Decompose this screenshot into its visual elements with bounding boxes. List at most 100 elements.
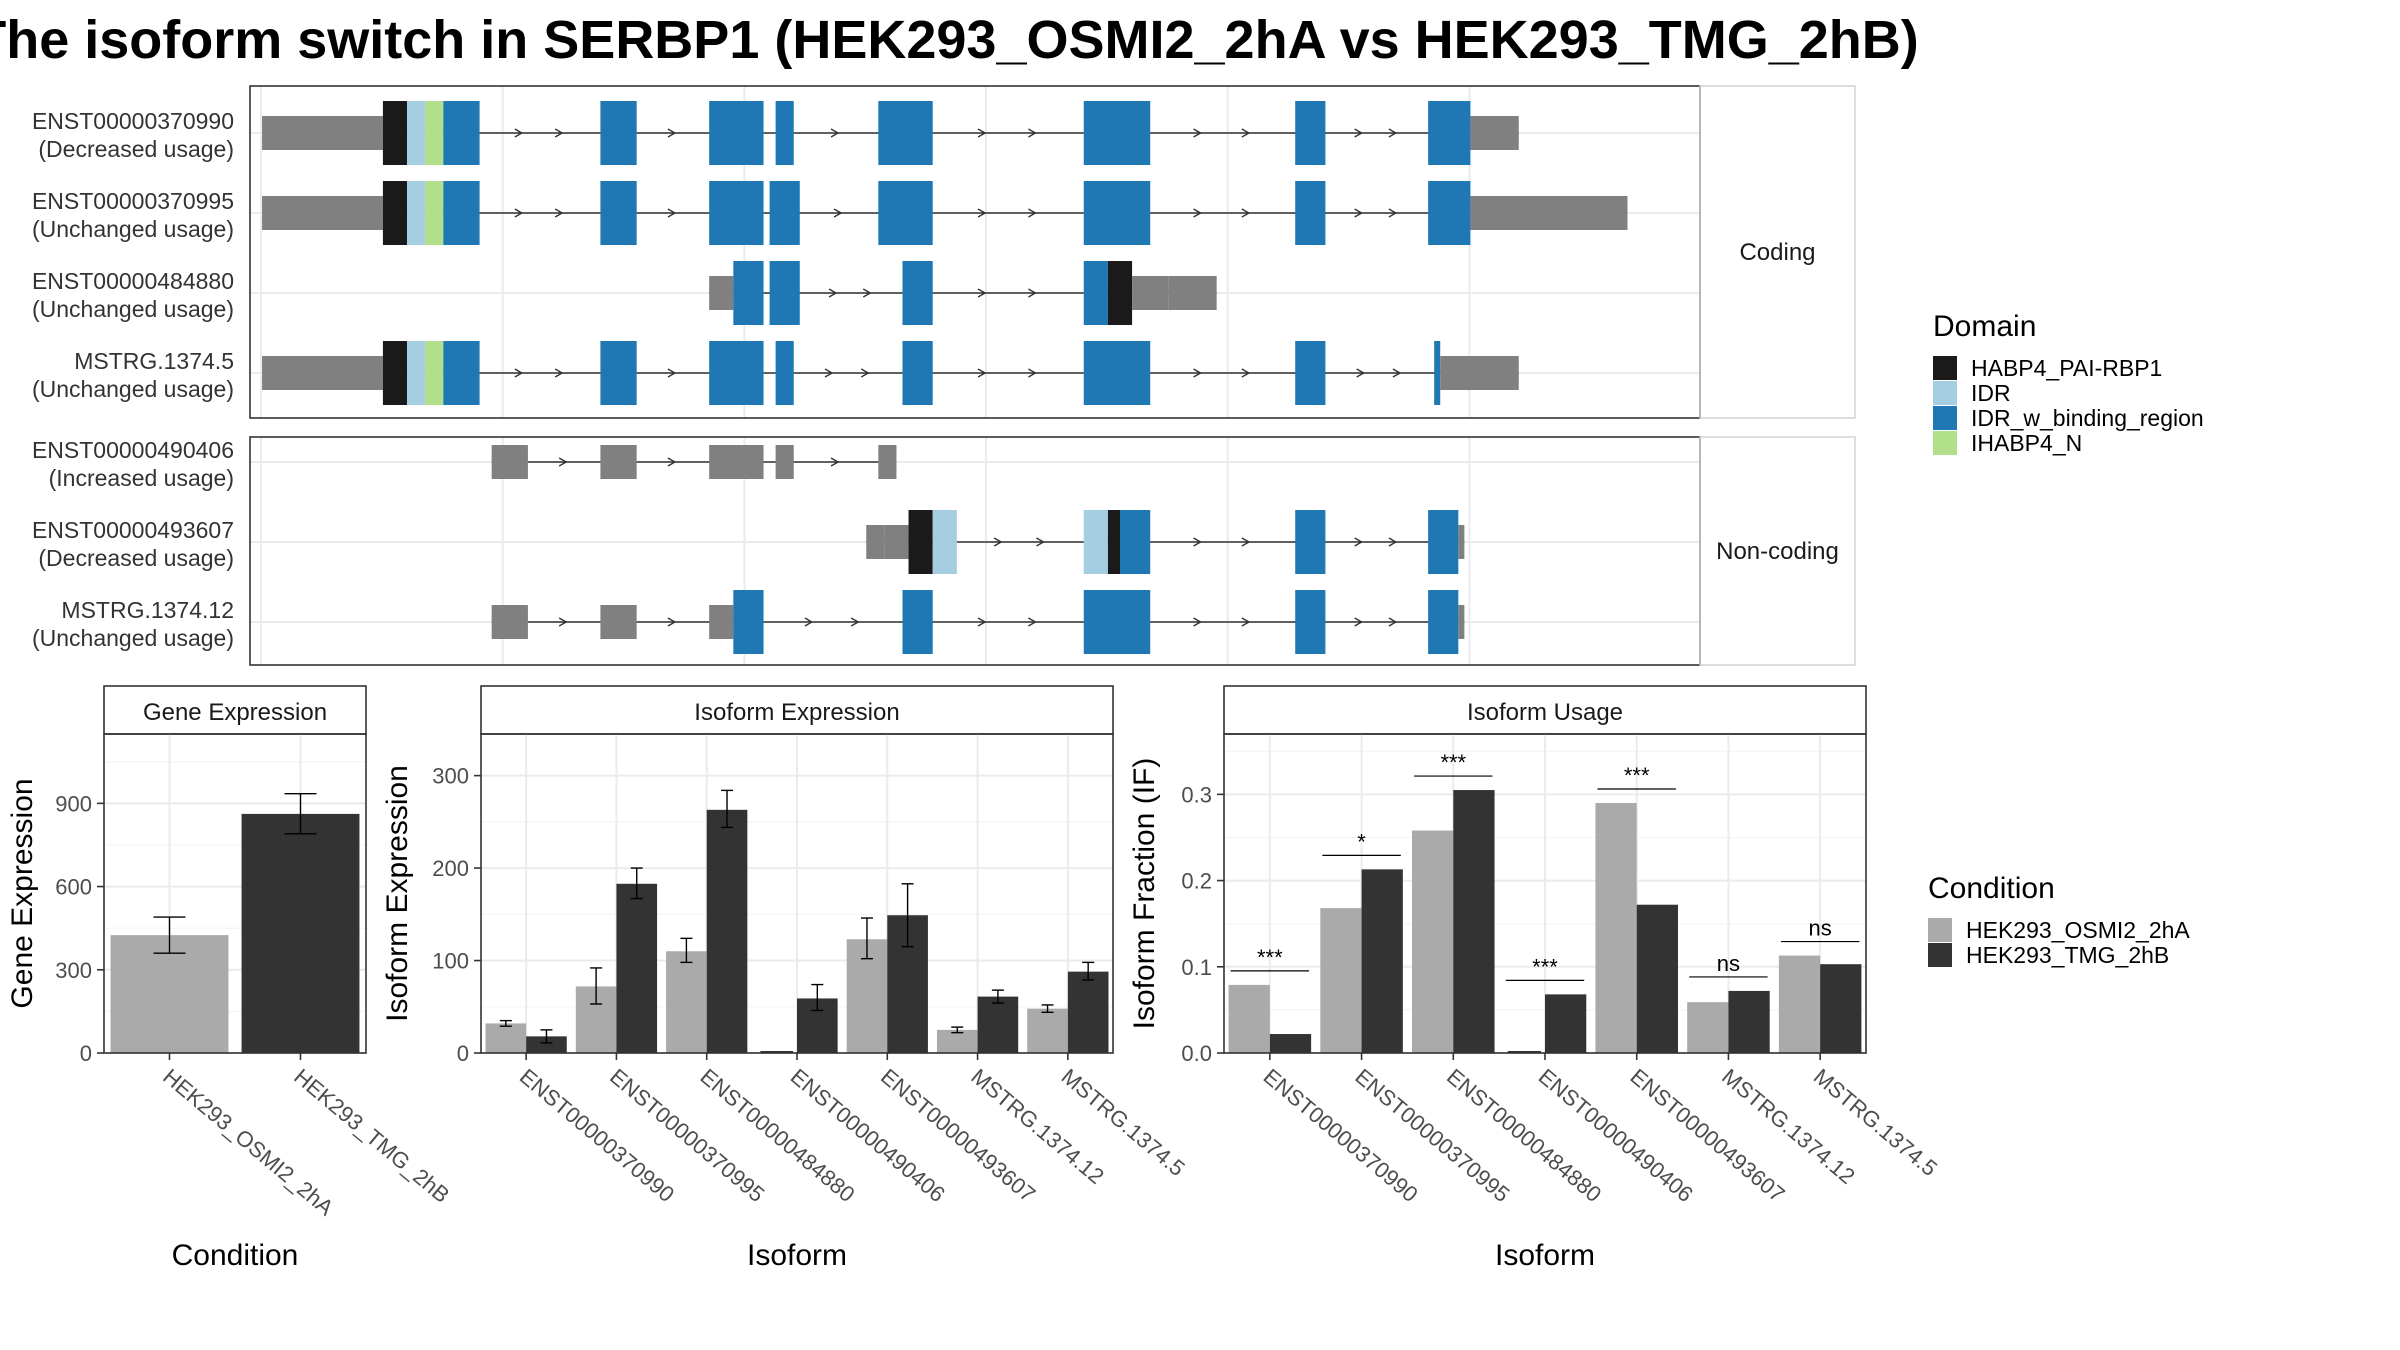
exon-noncoding xyxy=(1458,525,1465,559)
significance-label: *** xyxy=(1440,750,1466,775)
intron-arrow xyxy=(554,368,564,378)
x-axis-title: Condition xyxy=(172,1239,299,1272)
y-tick-label: 300 xyxy=(55,958,92,983)
exon-noncoding xyxy=(262,196,383,230)
transcript-usage-label: (Decreased usage) xyxy=(38,136,234,162)
exon-noncoding xyxy=(884,525,909,559)
exon-coding xyxy=(1428,590,1459,654)
x-tick-label: ENST00000493607 xyxy=(876,1064,1040,1207)
exon-coding xyxy=(878,181,933,245)
intron-arrow xyxy=(828,288,838,298)
domain-legend: Domain HABP4_PAI-RBP1IDRIDR_w_binding_reg… xyxy=(1933,310,2204,456)
intron-arrow xyxy=(977,208,987,218)
intron-arrow xyxy=(1356,368,1366,378)
x-tick-label: ENST00000484880 xyxy=(696,1064,860,1207)
transcript-label: ENST00000490406 xyxy=(32,437,234,463)
exon-noncoding xyxy=(1470,196,1628,230)
bar xyxy=(526,1036,567,1053)
transcript-label: MSTRG.1374.5 xyxy=(74,348,234,374)
intron-arrow xyxy=(1388,208,1398,218)
exon-coding xyxy=(1428,101,1471,165)
exon-coding xyxy=(709,341,764,405)
bar xyxy=(241,813,360,1053)
exon-coding xyxy=(382,101,408,165)
y-tick-label: 900 xyxy=(55,791,92,816)
bar xyxy=(1453,790,1495,1053)
bar xyxy=(1320,908,1362,1053)
intron-arrow xyxy=(1193,537,1202,547)
exon-coding xyxy=(1295,341,1326,405)
exon-coding xyxy=(1083,590,1151,654)
exon-coding xyxy=(1083,101,1151,165)
intron-arrow xyxy=(1241,208,1251,218)
exon-coding xyxy=(709,181,764,245)
facet-label: Coding xyxy=(1739,239,1815,266)
intron-arrow xyxy=(830,457,840,467)
chart-strip xyxy=(103,685,367,735)
exon-coding xyxy=(600,101,637,165)
intron-arrow xyxy=(558,457,568,467)
transcript-label: ENST00000370995 xyxy=(32,188,234,214)
intron-arrow xyxy=(1354,617,1364,627)
legend-key xyxy=(1928,918,1952,942)
exon-coding xyxy=(425,101,444,165)
exon-noncoding xyxy=(600,445,637,479)
intron-arrow xyxy=(558,617,568,627)
exon-noncoding xyxy=(866,525,885,559)
exon-coding xyxy=(1295,510,1326,574)
transcript-structure-panel: ENST00000370990(Decreased usage)ENST0000… xyxy=(32,85,1856,666)
legend-label: IHABP4_N xyxy=(1971,430,2082,456)
intron-arrow xyxy=(830,128,840,138)
x-tick-label: ENST00000370995 xyxy=(1350,1064,1514,1207)
legend-key xyxy=(1928,943,1952,967)
exon-noncoding xyxy=(1458,605,1465,639)
exon-noncoding xyxy=(491,605,528,639)
intron-arrow xyxy=(1193,128,1202,138)
legend-key xyxy=(1933,406,1957,430)
intron-arrow xyxy=(1028,368,1037,378)
exon-coding xyxy=(425,181,444,245)
exon-coding xyxy=(733,590,764,654)
intron-arrow xyxy=(667,208,677,218)
y-tick-label: 0.2 xyxy=(1181,869,1212,894)
exon-noncoding xyxy=(1132,276,1169,310)
intron-arrow xyxy=(1028,288,1037,298)
transcript-usage-label: (Decreased usage) xyxy=(38,545,234,571)
exon-coding xyxy=(902,590,933,654)
exon-coding xyxy=(769,261,800,325)
exon-coding xyxy=(382,181,408,245)
exon-noncoding xyxy=(491,445,528,479)
intron-arrow xyxy=(1354,208,1364,218)
legend-title: Domain xyxy=(1933,310,2036,343)
exon-noncoding xyxy=(709,605,734,639)
legend-label: HABP4_PAI-RBP1 xyxy=(1971,355,2162,381)
transcript-usage-label: (Unchanged usage) xyxy=(32,625,234,651)
legend-label: IDR_w_binding_region xyxy=(1971,405,2204,431)
intron-arrow xyxy=(1241,128,1251,138)
exon-noncoding xyxy=(1168,276,1217,310)
y-tick-label: 0.1 xyxy=(1181,955,1212,980)
bar xyxy=(977,996,1019,1053)
exon-coding xyxy=(1107,510,1120,574)
facet-strip xyxy=(1699,436,1856,666)
transcript-MSTRG.1374.12: MSTRG.1374.12(Unchanged usage) xyxy=(32,590,1465,654)
significance-label: ns xyxy=(1809,916,1832,941)
exon-coding xyxy=(709,101,764,165)
x-axis-title: Isoform xyxy=(747,1239,847,1272)
exon-coding xyxy=(425,341,444,405)
intron-arrow xyxy=(860,368,870,378)
structure-facet-coding: ENST00000370990(Decreased usage)ENST0000… xyxy=(32,85,1856,419)
x-tick-label: ENST00000370990 xyxy=(1259,1064,1423,1207)
bar xyxy=(1636,904,1678,1053)
bar xyxy=(666,951,707,1053)
intron-arrow xyxy=(1354,537,1364,547)
bar xyxy=(485,1023,527,1053)
intron-arrow xyxy=(862,288,872,298)
exon-coding xyxy=(600,181,637,245)
x-tick-label: ENST00000490406 xyxy=(1534,1064,1698,1207)
exon-coding xyxy=(1295,101,1326,165)
bar xyxy=(1412,830,1454,1053)
structure-facet-non-coding: ENST00000490406(Increased usage)ENST0000… xyxy=(32,436,1856,666)
bar xyxy=(1687,1002,1729,1053)
bar xyxy=(936,1029,978,1053)
